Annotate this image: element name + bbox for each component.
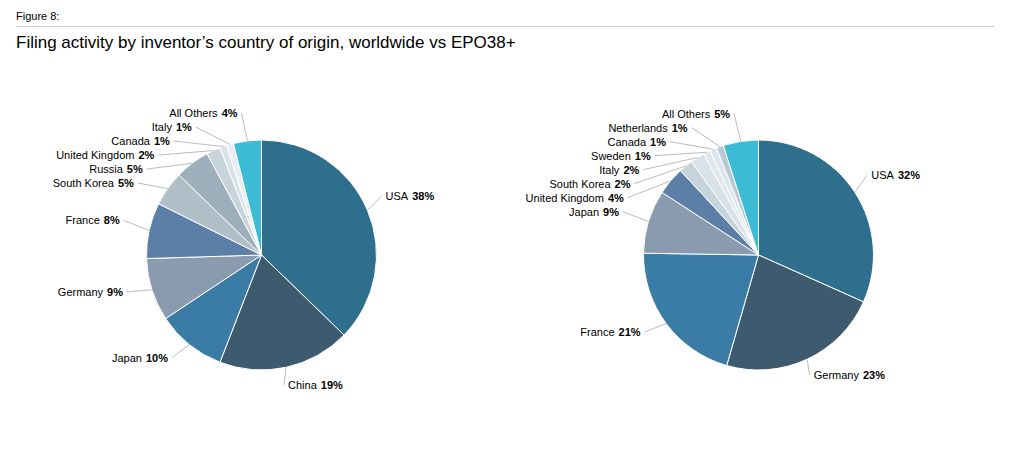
html-text:Figure 8:: Figure 8: <box>16 10 60 22</box>
svg-text:USA38%: USA38% <box>386 190 435 202</box>
svg-text:Japan10%: Japan10% <box>112 352 168 364</box>
svg-text:France8%: France8% <box>66 214 120 226</box>
svg-text:France21%: France21% <box>580 326 640 338</box>
html-text:Filing activity by inventor’s: Filing activity by inventor’s country of… <box>16 33 516 52</box>
svg-text:All Others4%: All Others4% <box>169 107 237 119</box>
svg-text:Sweden1%: Sweden1% <box>591 150 651 162</box>
svg-text:United Kingdom2%: United Kingdom2% <box>56 149 154 161</box>
svg-text:Italy2%: Italy2% <box>599 164 639 176</box>
svg-text:Germany9%: Germany9% <box>58 286 123 298</box>
svg-text:USA32%: USA32% <box>871 169 920 181</box>
svg-text:Germany23%: Germany23% <box>814 369 885 381</box>
svg-text:Japan9%: Japan9% <box>569 206 619 218</box>
svg-text:United Kingdom4%: United Kingdom4% <box>526 192 624 204</box>
svg-text:South Korea5%: South Korea5% <box>53 177 134 189</box>
svg-text:All Others5%: All Others5% <box>662 108 730 120</box>
svg-text:Netherlands1%: Netherlands1% <box>608 122 687 134</box>
svg-text:Russia5%: Russia5% <box>89 163 143 175</box>
svg-text:Canada1%: Canada1% <box>608 136 667 148</box>
svg-text:Italy1%: Italy1% <box>152 121 192 133</box>
svg-text:China19%: China19% <box>288 379 343 391</box>
svg-text:Canada1%: Canada1% <box>111 135 170 147</box>
svg-text:South Korea2%: South Korea2% <box>549 178 630 190</box>
